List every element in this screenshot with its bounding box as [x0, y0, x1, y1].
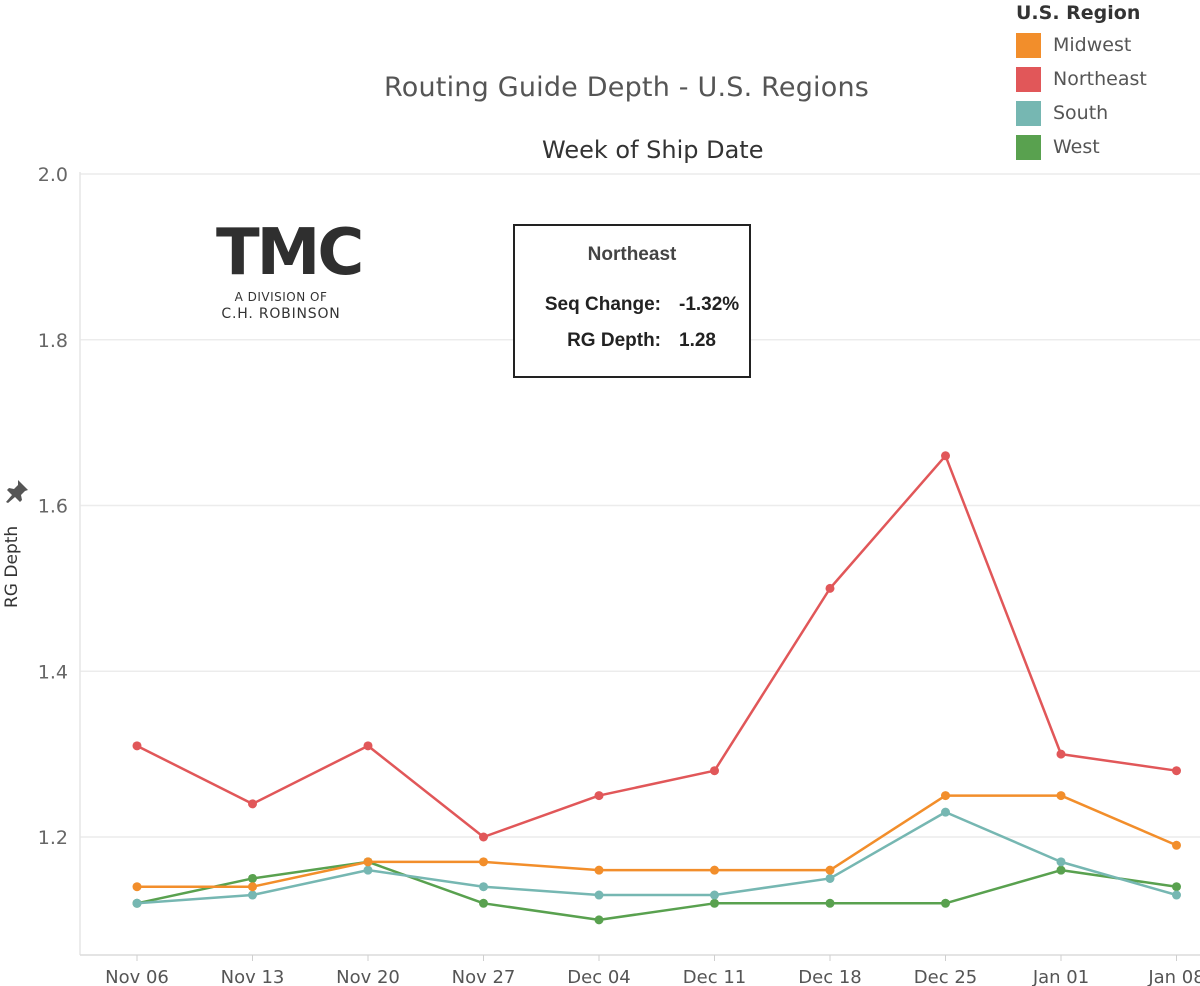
legend-item-midwest[interactable]: Midwest [1016, 28, 1147, 62]
y-axis-ticks: 2.0 1.8 1.6 1.4 1.2 [38, 164, 68, 849]
logo-subline-2: C.H. ROBINSON [221, 306, 341, 322]
annotation-title: Northeast [587, 244, 677, 265]
annotation-box: Northeast Seq Change: -1.32% RG Depth: 1.2… [513, 224, 751, 378]
gridlines [79, 172, 1200, 956]
series-midwest [132, 791, 1181, 892]
x-tick-label: Dec 25 [914, 967, 977, 986]
annotation-seq-change-row: Seq Change: -1.32% [531, 294, 739, 316]
rg-depth-value: 1.28 [679, 330, 716, 351]
data-point[interactable] [248, 873, 257, 883]
data-point[interactable] [248, 890, 257, 900]
annotation-rg-depth-row: RG Depth: 1.28 [531, 330, 716, 352]
x-tick-label: Dec 04 [567, 967, 630, 986]
data-point[interactable] [1056, 749, 1066, 759]
data-point[interactable] [710, 890, 719, 900]
x-tick-label: Jan 08 [1147, 967, 1200, 986]
data-point[interactable] [1056, 791, 1066, 801]
y-tick-label: 1.6 [38, 496, 68, 518]
data-point[interactable] [132, 882, 142, 892]
series-line [136, 860, 1177, 922]
data-point[interactable] [479, 898, 488, 908]
y-tick-label: 1.4 [38, 661, 68, 683]
series-west [132, 857, 1181, 925]
data-point[interactable] [1172, 882, 1181, 892]
logo-subline-1: A DIVISION OF [234, 290, 328, 304]
legend-item-west[interactable]: West [1016, 130, 1147, 164]
series-south [132, 807, 1181, 908]
data-point[interactable] [941, 807, 950, 817]
data-point[interactable] [594, 890, 604, 900]
series-line [136, 810, 1177, 905]
x-tick-label: Nov 20 [336, 967, 400, 986]
data-point[interactable] [479, 832, 488, 842]
chart-title: Routing Guide Depth - U.S. Regions [384, 72, 870, 103]
tmc-logo: TMC A DIVISION OF C.H. ROBINSON [216, 216, 364, 322]
data-point[interactable] [1172, 766, 1181, 776]
data-point[interactable] [825, 873, 835, 883]
legend-item-south[interactable]: South [1016, 96, 1147, 130]
y-tick-label: 1.2 [38, 827, 68, 849]
data-point[interactable] [1172, 890, 1181, 900]
x-tick-label: Jan 01 [1032, 967, 1089, 986]
pin-icon[interactable] [4, 478, 30, 508]
x-tick-label: Nov 27 [452, 967, 516, 986]
data-point[interactable] [941, 791, 950, 801]
legend-title: U.S. Region [1016, 2, 1141, 24]
data-point[interactable] [363, 865, 373, 875]
data-point[interactable] [248, 882, 257, 892]
legend-label: West [1053, 136, 1100, 158]
x-tick-label: Nov 13 [221, 967, 285, 986]
logo-wordmark: TMC [216, 216, 364, 290]
chart-subtitle: Week of Ship Date [542, 136, 764, 164]
series-group [132, 451, 1181, 925]
seq-change-value: -1.32% [679, 294, 740, 315]
data-point[interactable] [825, 865, 835, 875]
x-tick-label: Dec 18 [798, 967, 861, 986]
data-point[interactable] [1172, 840, 1181, 850]
data-point[interactable] [594, 865, 604, 875]
data-point[interactable] [941, 451, 950, 461]
seq-change-label: Seq Change: [544, 294, 661, 315]
data-point[interactable] [363, 857, 373, 867]
legend-swatch [1016, 100, 1041, 126]
data-point[interactable] [363, 741, 373, 751]
data-point[interactable] [132, 741, 142, 751]
x-axis-ticks: Nov 06 Nov 13 Nov 20 Nov 27 Dec 04 Dec 11 Dec … [105, 955, 1200, 986]
data-point[interactable] [479, 882, 488, 892]
series-line [137, 794, 1177, 888]
x-tick-label: Nov 06 [105, 967, 169, 986]
y-axis-label: RG Depth [2, 525, 22, 608]
y-tick-label: 1.8 [38, 330, 68, 352]
data-point[interactable] [132, 898, 142, 908]
data-point[interactable] [825, 583, 835, 593]
legend-label: Northeast [1053, 68, 1147, 90]
data-point[interactable] [1056, 857, 1066, 867]
data-point[interactable] [594, 791, 604, 801]
series-line [136, 454, 1177, 839]
legend-swatch [1016, 134, 1041, 160]
data-point[interactable] [710, 898, 719, 908]
legend-swatch [1016, 66, 1041, 92]
legend-label: Midwest [1053, 34, 1132, 56]
legend-swatch [1016, 32, 1041, 58]
data-point[interactable] [710, 766, 719, 776]
data-point[interactable] [825, 898, 835, 908]
data-point[interactable] [479, 857, 488, 867]
data-point[interactable] [941, 898, 950, 908]
data-point[interactable] [710, 865, 719, 875]
legend-item-northeast[interactable]: Northeast [1016, 62, 1147, 96]
legend-label: South [1053, 102, 1109, 124]
data-point[interactable] [594, 915, 604, 925]
legend: U.S. Region Midwest Northeast South West [1016, 2, 1147, 164]
data-point[interactable] [1056, 865, 1066, 875]
data-point[interactable] [248, 799, 257, 809]
y-tick-label: 2.0 [38, 164, 68, 186]
rg-depth-label: RG Depth: [567, 330, 661, 351]
series-northeast [132, 451, 1181, 842]
x-tick-label: Dec 11 [683, 967, 746, 986]
